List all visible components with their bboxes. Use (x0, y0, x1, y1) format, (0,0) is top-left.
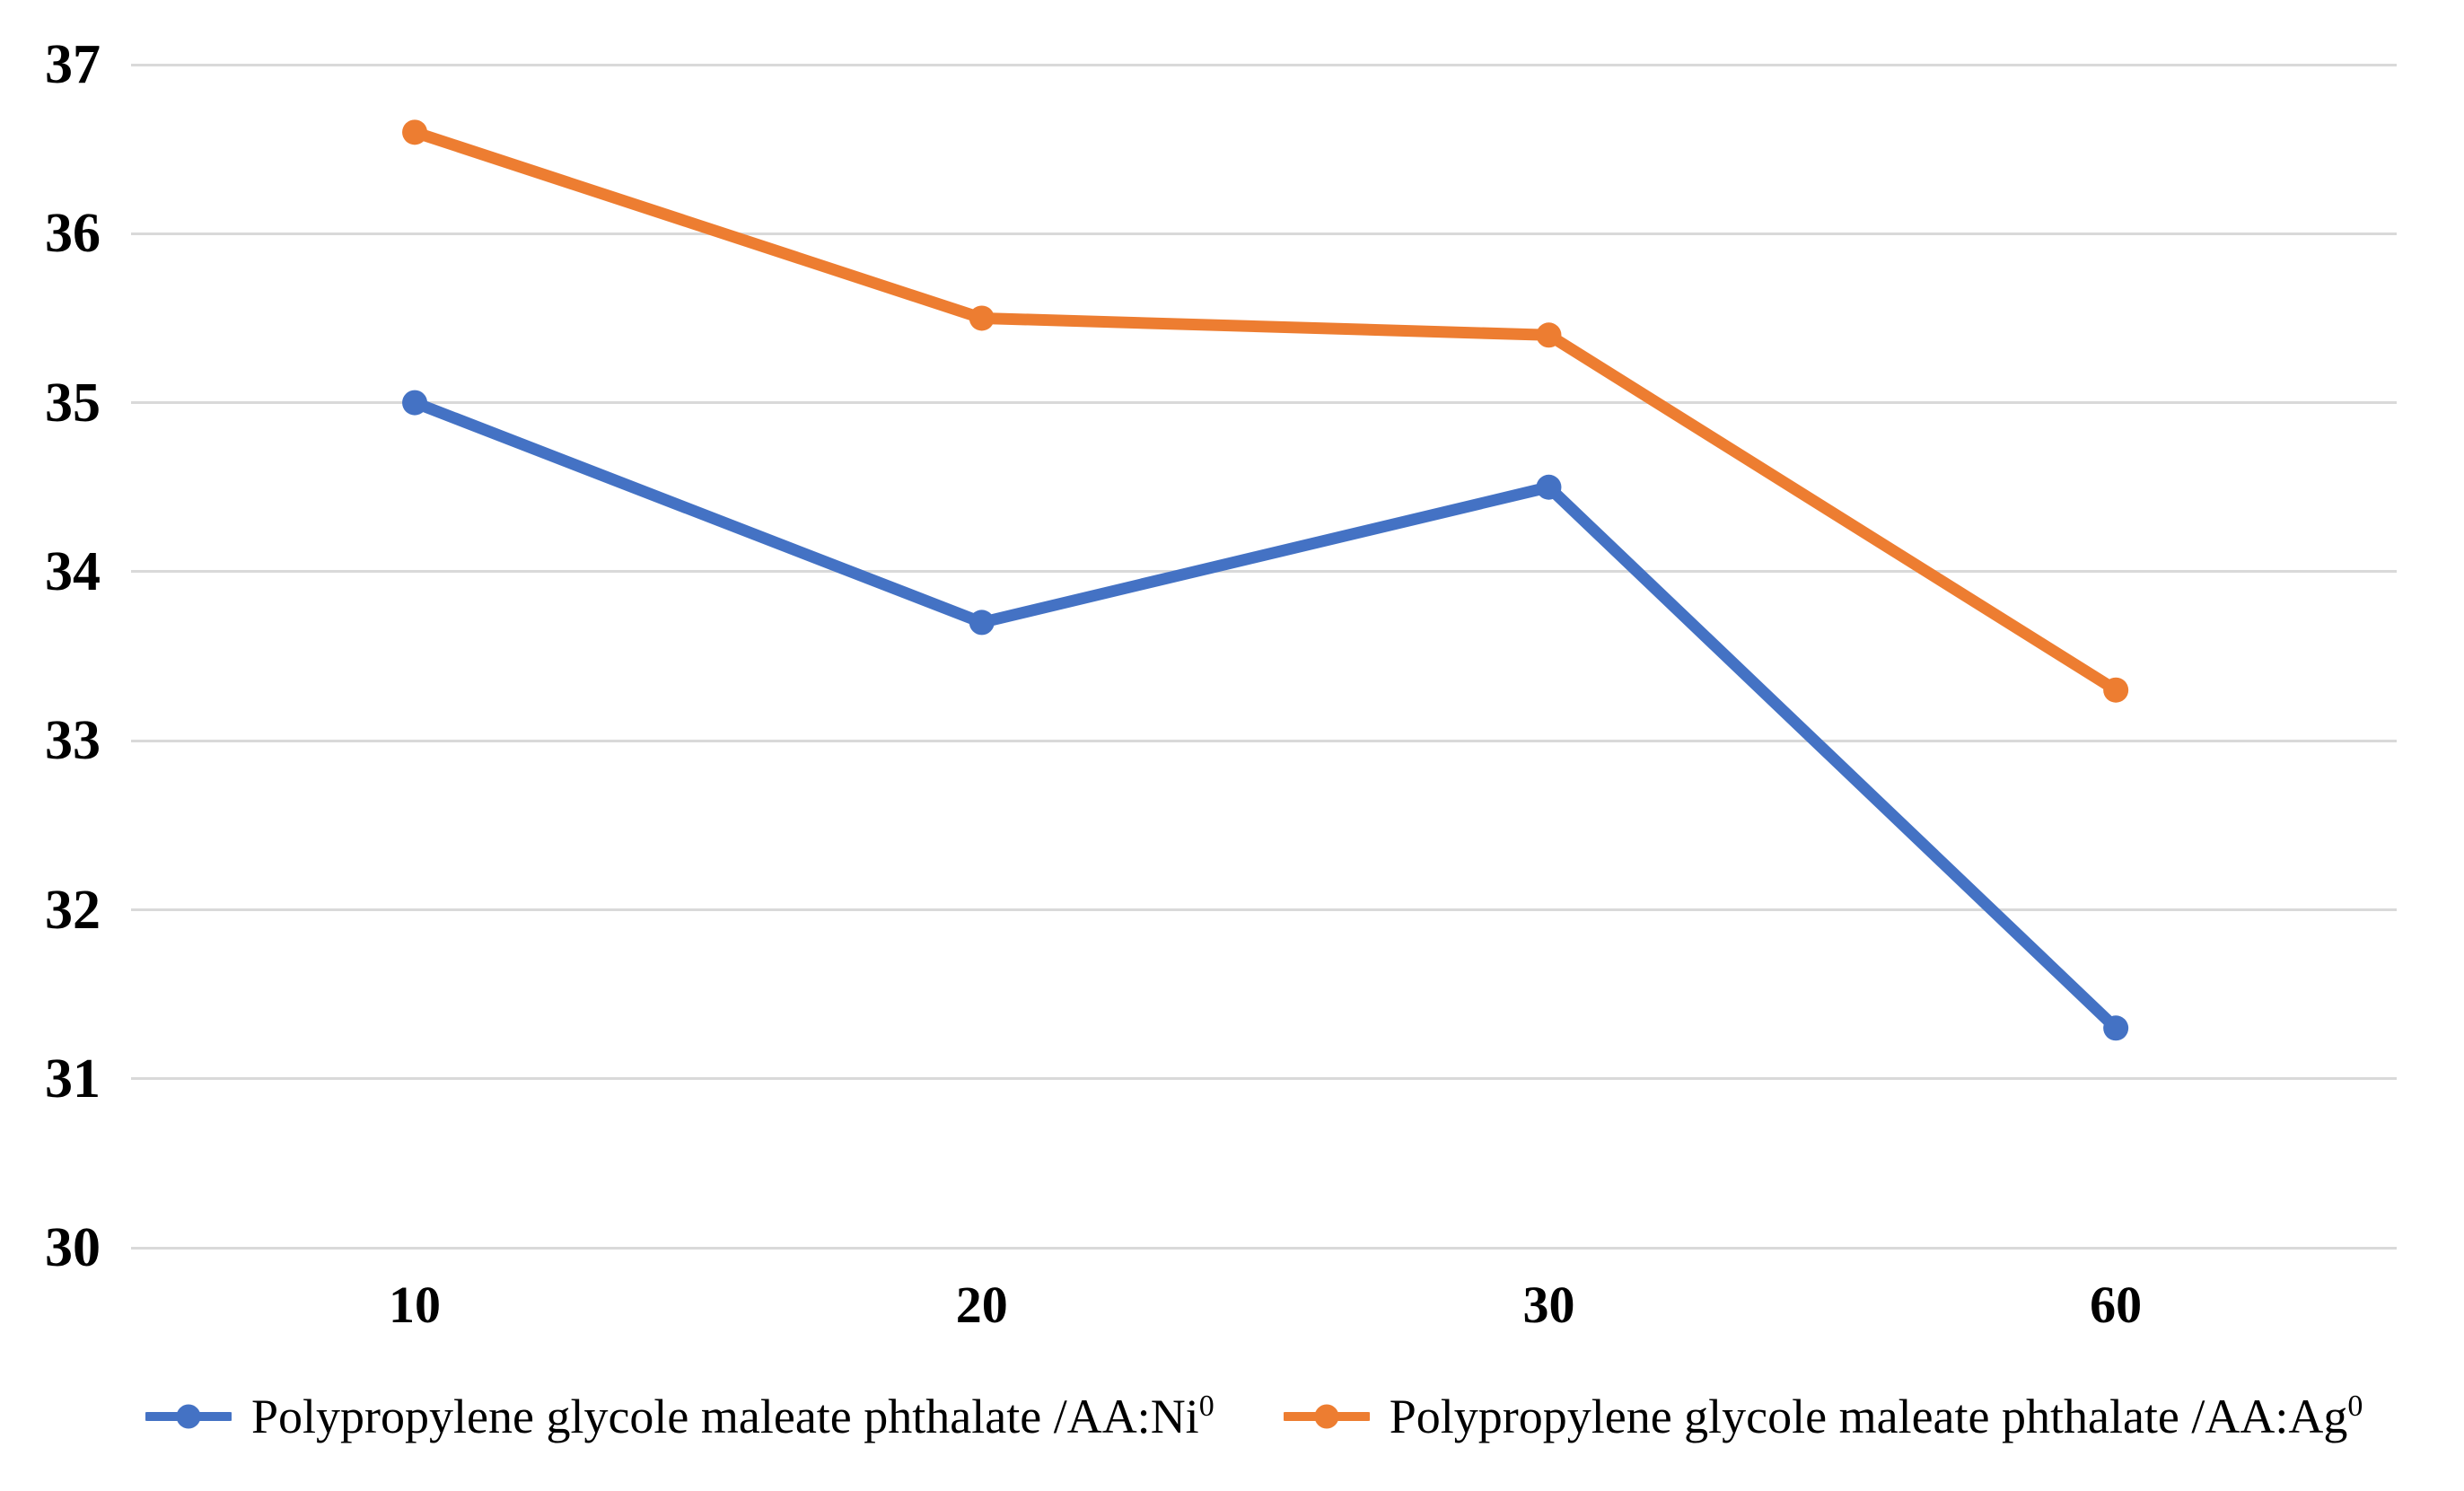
legend-label-ag: Polypropylene glycole maleate phthalate … (1390, 1389, 2363, 1444)
gridline (131, 232, 2397, 235)
x-axis-tick-label: 30 (1522, 1276, 1575, 1334)
x-axis-tick-label: 20 (955, 1276, 1008, 1334)
legend-item-ag: Polypropylene glycole maleate phthalate … (1283, 1389, 2363, 1444)
data-point-marker-ag (402, 119, 428, 145)
gridline (131, 401, 2397, 405)
series-line-ni (408, 397, 2122, 1034)
y-axis-tick-label: 36 (45, 203, 101, 265)
y-axis-tick-label: 35 (45, 372, 101, 434)
legend-marker-ag-icon (1283, 1404, 1370, 1429)
gridline (131, 1077, 2397, 1081)
data-point-marker-ag (2103, 677, 2129, 703)
data-point-marker-ni (2103, 1015, 2129, 1041)
y-axis-tick-label: 33 (45, 710, 101, 772)
y-axis-tick-label: 30 (45, 1217, 101, 1279)
legend-label-ni-superscript: 0 (1198, 1390, 1214, 1423)
legend-label-ni-text: Polypropylene glycole maleate phthalate … (251, 1390, 1199, 1443)
legend-item-ni: Polypropylene glycole maleate phthalate … (145, 1389, 1214, 1444)
series-line-ag (408, 126, 2122, 697)
data-point-marker-ni (969, 610, 995, 636)
data-point-marker-ni (1536, 474, 1562, 500)
y-axis-tick-label: 37 (45, 34, 101, 95)
legend-marker-ni-icon (145, 1404, 232, 1429)
gridline (131, 570, 2397, 574)
data-point-marker-ag (969, 305, 995, 331)
y-axis-tick-label: 31 (45, 1048, 101, 1109)
data-point-marker-ni (402, 390, 428, 416)
legend-label-ag-superscript: 0 (2347, 1390, 2363, 1423)
gridline (131, 63, 2397, 66)
legend: Polypropylene glycole maleate phthalate … (0, 1381, 2464, 1452)
x-axis-tick-label: 60 (2090, 1276, 2143, 1334)
legend-label-ni: Polypropylene glycole maleate phthalate … (251, 1389, 1214, 1444)
y-axis-tick-label: 34 (45, 540, 101, 602)
y-axis-tick-label: 32 (45, 879, 101, 941)
gridline (131, 908, 2397, 911)
legend-label-ag-text: Polypropylene glycole maleate phthalate … (1389, 1390, 2348, 1443)
gridline (131, 739, 2397, 742)
x-axis-tick-label: 10 (389, 1276, 442, 1334)
data-point-marker-ag (1536, 322, 1562, 348)
gridline (131, 1246, 2397, 1250)
